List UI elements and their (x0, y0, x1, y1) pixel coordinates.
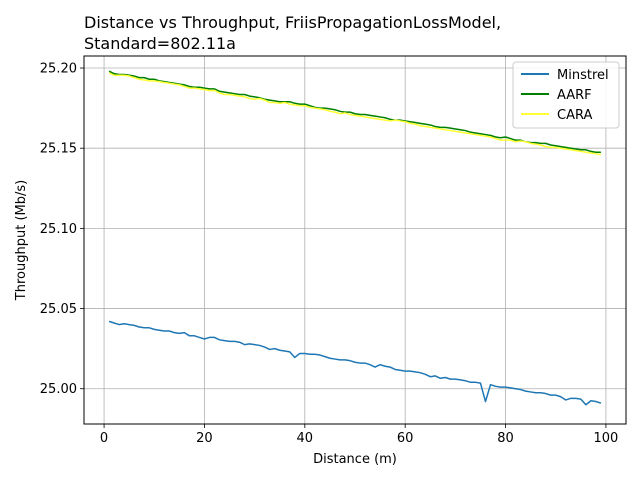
x-tick-label: 80 (497, 431, 514, 446)
chart-title-line-1: Distance vs Throughput, FriisPropagation… (84, 13, 502, 32)
y-tick-label: 25.10 (40, 222, 77, 237)
x-tick-label: 20 (196, 431, 213, 446)
x-tick-label: 0 (100, 431, 108, 446)
x-axis-ticks: 0 20 40 60 80 100 (100, 424, 618, 446)
y-tick-label: 25.00 (40, 382, 77, 397)
y-tick-label: 25.05 (40, 302, 77, 317)
y-axis-ticks: 25.00 25.05 25.10 25.15 25.20 (40, 62, 84, 397)
legend-label-minstrel: Minstrel (557, 68, 609, 83)
x-tick-label: 100 (594, 431, 619, 446)
series-line-minstrel (108, 320, 602, 406)
series-line-cara (108, 72, 602, 156)
legend-label-aarf: AARF (557, 88, 592, 103)
chart-title-line-2: Standard=802.11a (84, 34, 236, 53)
legend-label-cara: CARA (557, 108, 592, 123)
x-axis-label: Distance (m) (313, 452, 397, 467)
x-tick-label: 60 (397, 431, 414, 446)
legend: Minstrel AARF CARA (512, 61, 620, 129)
chart-title: Distance vs Throughput, FriisPropagation… (84, 12, 501, 54)
plot-area-frame (83, 55, 627, 425)
series-lines (108, 70, 602, 406)
y-tick-label: 25.15 (40, 142, 77, 157)
y-axis-label: Throughput (Mb/s) (14, 180, 29, 301)
legend-box (512, 61, 620, 129)
y-tick-label: 25.20 (40, 62, 77, 77)
grid (84, 56, 626, 424)
series-line-aarf (108, 70, 601, 153)
x-tick-label: 40 (297, 431, 314, 446)
